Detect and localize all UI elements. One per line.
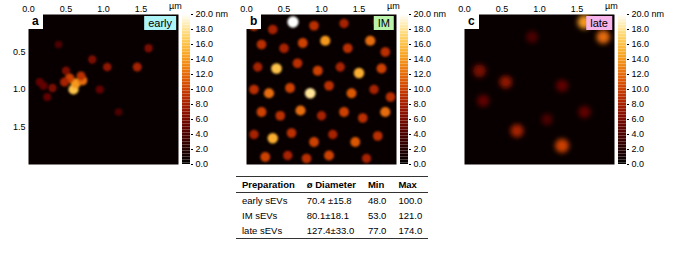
svg-text:8.0: 8.0 — [414, 99, 427, 109]
svg-text:12.0: 12.0 — [632, 69, 650, 79]
svg-text:6.0: 6.0 — [632, 114, 645, 124]
html-text:early: early — [148, 17, 172, 29]
svg-text:4.0: 4.0 — [632, 129, 645, 139]
svg-text:6.0: 6.0 — [196, 114, 209, 124]
svg-text:20.0 nm: 20.0 nm — [196, 9, 229, 19]
html-text:174.0: 174.0 — [398, 225, 423, 236]
svg-text:0.5: 0.5 — [60, 4, 73, 14]
svg-text:1.0: 1.0 — [533, 4, 546, 14]
svg-text:10.0: 10.0 — [414, 84, 432, 94]
svg-text:20.0 nm: 20.0 nm — [632, 9, 665, 19]
svg-text:14.0: 14.0 — [196, 54, 214, 64]
svg-text:1.5: 1.5 — [571, 4, 584, 14]
svg-text:2.0: 2.0 — [414, 144, 427, 154]
html-text:Min: Min — [367, 179, 385, 190]
svg-text:8.0: 8.0 — [632, 99, 645, 109]
html-text:a: a — [32, 14, 39, 28]
svg-text:1.5: 1.5 — [135, 4, 148, 14]
svg-text:2.0: 2.0 — [632, 144, 645, 154]
svg-text:1.0: 1.0 — [13, 84, 26, 94]
svg-text:10.0: 10.0 — [196, 84, 214, 94]
html-text:48.0: 48.0 — [367, 195, 387, 206]
svg-text:0.0: 0.0 — [22, 4, 35, 14]
svg-text:0.0: 0.0 — [414, 159, 427, 168]
svg-text:0.5: 0.5 — [496, 4, 509, 14]
svg-text:0.5: 0.5 — [278, 4, 291, 14]
svg-text:4.0: 4.0 — [196, 129, 209, 139]
html-text:Max: Max — [398, 179, 417, 190]
html-text:late: late — [590, 17, 608, 29]
svg-text:16.0: 16.0 — [414, 39, 432, 49]
html-text:early sEVs: early sEVs — [242, 195, 288, 206]
html-text:µm: µm — [605, 1, 618, 11]
svg-text:16.0: 16.0 — [196, 39, 214, 49]
html-text:µm: µm — [169, 1, 182, 11]
svg-text:0.0: 0.0 — [458, 4, 471, 14]
html-text:100.0: 100.0 — [398, 195, 423, 206]
svg-text:0.5: 0.5 — [13, 47, 26, 57]
html-text:late sEVs: late sEVs — [242, 225, 283, 236]
html-text:b: b — [250, 14, 258, 28]
svg-text:16.0: 16.0 — [632, 39, 650, 49]
html-text:70.4 ±15.8: 70.4 ±15.8 — [306, 195, 352, 206]
svg-text:14.0: 14.0 — [632, 54, 650, 64]
html-text:c: c — [468, 14, 475, 28]
svg-text:12.0: 12.0 — [414, 69, 432, 79]
html-text:127.4±33.0: 127.4±33.0 — [306, 225, 355, 236]
svg-text:6.0: 6.0 — [414, 114, 427, 124]
html-text:77.0: 77.0 — [367, 225, 387, 236]
svg-text:0.0: 0.0 — [632, 159, 645, 168]
svg-text:10.0: 10.0 — [632, 84, 650, 94]
svg-text:4.0: 4.0 — [414, 129, 427, 139]
svg-text:14.0: 14.0 — [414, 54, 432, 64]
html-text:µm: µm — [387, 1, 400, 11]
html-text:IM sEVs: IM sEVs — [242, 210, 278, 221]
html-text:IM: IM — [377, 17, 390, 29]
svg-text:2.0: 2.0 — [196, 144, 209, 154]
svg-text:0.0: 0.0 — [196, 159, 209, 168]
html-text:Preparation: Preparation — [242, 179, 295, 190]
svg-text:1.0: 1.0 — [315, 4, 328, 14]
svg-text:1.5: 1.5 — [353, 4, 366, 14]
html-text:80.1±18.1: 80.1±18.1 — [306, 210, 349, 221]
svg-text:12.0: 12.0 — [196, 69, 214, 79]
svg-text:18.0: 18.0 — [414, 24, 432, 34]
svg-text:18.0: 18.0 — [196, 24, 214, 34]
svg-text:20.0 nm: 20.0 nm — [414, 9, 447, 19]
html-text:53.0: 53.0 — [367, 210, 387, 221]
svg-text:1.0: 1.0 — [97, 4, 110, 14]
html-text:121.0: 121.0 — [398, 210, 423, 221]
html-text:ø Diameter: ø Diameter — [306, 179, 356, 190]
svg-text:8.0: 8.0 — [196, 99, 209, 109]
svg-text:1.5: 1.5 — [13, 122, 26, 132]
svg-text:18.0: 18.0 — [632, 24, 650, 34]
svg-text:0.0: 0.0 — [240, 4, 253, 14]
